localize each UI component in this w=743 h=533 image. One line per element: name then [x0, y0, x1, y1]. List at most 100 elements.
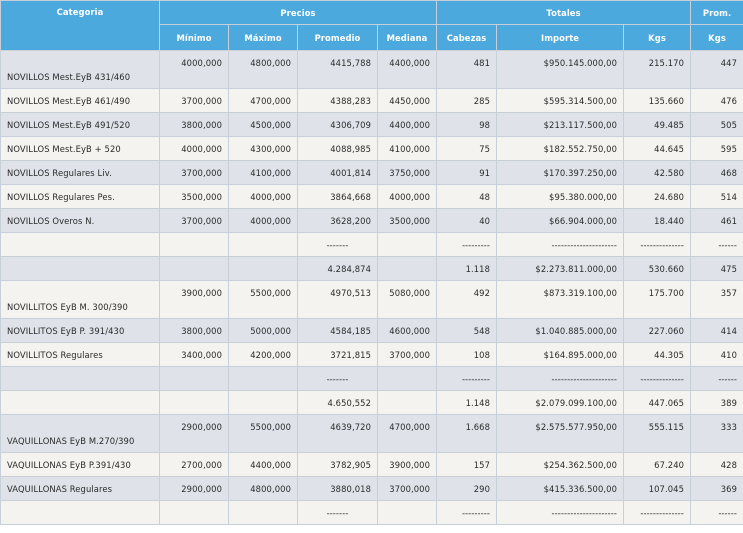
- cell-importe: ---------------------: [496, 366, 625, 391]
- cell-mediana: [376, 232, 438, 257]
- cell-importe: $595.314.500,00: [496, 88, 625, 113]
- cell-minimo: [159, 390, 229, 415]
- cell-promedio: -------: [297, 366, 378, 391]
- cell-kgs: 24.680: [623, 184, 692, 209]
- cell-mediana: 3700,000: [376, 476, 438, 501]
- cell-minimo: 3800,000: [159, 318, 229, 343]
- cell-cabezas: 157: [436, 452, 498, 477]
- cell-importe: $164.895.000,00: [496, 342, 625, 367]
- cell-kgs: 227.060: [623, 318, 692, 343]
- cell-kgs: 175.700: [623, 280, 692, 319]
- cell-categoria: NOVILLOS Regulares Pes.: [0, 184, 160, 209]
- cell-prom-kgs: 468: [690, 160, 743, 185]
- cell-promedio: 3782,905: [297, 452, 378, 477]
- table-row: 4.650,552 1.148 $2.079.099.100,00 447.065 38…: [0, 390, 743, 415]
- table-row: ------- --------- --------------------- ---…: [0, 366, 743, 391]
- cell-minimo: 2900,000: [159, 414, 229, 453]
- cell-cabezas: 481: [436, 50, 498, 89]
- header-cabezas: Cabezas: [436, 24, 498, 51]
- cell-cabezas: 1.668: [436, 414, 498, 453]
- table-row: NOVILLOS Regulares Liv. 3700,000 4100,000 4…: [0, 160, 743, 185]
- cell-minimo: 3700,000: [159, 208, 229, 233]
- cell-prom-kgs: 514: [690, 184, 743, 209]
- cell-mediana: 5080,000: [376, 280, 438, 319]
- cell-maximo: 5500,000: [228, 414, 298, 453]
- cell-mediana: 4400,000: [376, 50, 438, 89]
- header-maximo: Máximo: [228, 24, 298, 51]
- cell-mediana: 3900,000: [376, 452, 438, 477]
- cell-cabezas: 1.118: [436, 256, 498, 281]
- cell-importe: $213.117.500,00: [496, 112, 625, 137]
- cell-promedio: 3628,200: [297, 208, 378, 233]
- cell-cabezas: 290: [436, 476, 498, 501]
- cell-categoria: [0, 390, 160, 415]
- cell-maximo: 4800,000: [228, 476, 298, 501]
- cell-prom-kgs: 476: [690, 88, 743, 113]
- cell-mediana: 4100,000: [376, 136, 438, 161]
- cell-maximo: [228, 390, 298, 415]
- cell-minimo: 3400,000: [159, 342, 229, 367]
- table-row: NOVILLITOS EyB P. 391/430 3800,000 5000,00…: [0, 318, 743, 343]
- header-kgs: Kgs: [623, 24, 692, 51]
- table-row: NOVILLOS Overos N. 3700,000 4000,000 3628,2…: [0, 208, 743, 233]
- cell-promedio: 4.650,552: [297, 390, 378, 415]
- cell-mediana: 4000,000: [376, 184, 438, 209]
- cell-minimo: 2700,000: [159, 452, 229, 477]
- cell-minimo: 3900,000: [159, 280, 229, 319]
- cell-minimo: 3700,000: [159, 88, 229, 113]
- cell-promedio: 4388,283: [297, 88, 378, 113]
- cell-categoria: NOVILLOS Regulares Liv.: [0, 160, 160, 185]
- cell-mediana: [376, 366, 438, 391]
- cell-minimo: [159, 256, 229, 281]
- cell-maximo: 5500,000: [228, 280, 298, 319]
- cell-minimo: 3500,000: [159, 184, 229, 209]
- cell-maximo: [228, 500, 298, 525]
- cell-maximo: 4000,000: [228, 184, 298, 209]
- cell-importe: $1.040.885.000,00: [496, 318, 625, 343]
- cell-importe: $873.319.100,00: [496, 280, 625, 319]
- cell-promedio: 3864,668: [297, 184, 378, 209]
- table-row: NOVILLOS Mest.EyB 431/460 4000,000 4800,00…: [0, 50, 743, 89]
- cell-prom-kgs: ------: [690, 366, 743, 391]
- cell-importe: $182.552.750,00: [496, 136, 625, 161]
- cell-promedio: -------: [297, 500, 378, 525]
- header-minimo: Mínimo: [159, 24, 229, 51]
- cell-minimo: 4000,000: [159, 50, 229, 89]
- cell-mediana: 4400,000: [376, 112, 438, 137]
- table-row: VAQUILLONAS Regulares 2900,000 4800,000 388…: [0, 476, 743, 501]
- cell-maximo: 4200,000: [228, 342, 298, 367]
- table-row: 4.284,874 1.118 $2.273.811.000,00 530.660 47…: [0, 256, 743, 281]
- cell-mediana: 4600,000: [376, 318, 438, 343]
- cell-importe: ---------------------: [496, 232, 625, 257]
- cell-categoria: [0, 366, 160, 391]
- cell-minimo: [159, 232, 229, 257]
- cell-minimo: [159, 500, 229, 525]
- cell-maximo: 4000,000: [228, 208, 298, 233]
- table-row: NOVILLITOS Regulares 3400,000 4200,000 3721…: [0, 342, 743, 367]
- cell-prom-kgs: ------: [690, 232, 743, 257]
- cell-mediana: [376, 390, 438, 415]
- cell-mediana: 4700,000: [376, 414, 438, 453]
- cell-maximo: 4700,000: [228, 88, 298, 113]
- cell-mediana: 3500,000: [376, 208, 438, 233]
- header-totales: Totales: [436, 0, 692, 25]
- table-row: ------- --------- --------------------- ---…: [0, 500, 743, 525]
- cell-maximo: [228, 256, 298, 281]
- cell-minimo: 2900,000: [159, 476, 229, 501]
- table-row: VAQUILLONAS EyB M.270/390 2900,000 5500,00…: [0, 414, 743, 453]
- cell-promedio: 4.284,874: [297, 256, 378, 281]
- table-row: NOVILLOS Mest.EyB 461/490 3700,000 4700,00…: [0, 88, 743, 113]
- cell-prom-kgs: 428: [690, 452, 743, 477]
- cell-importe: $95.380.000,00: [496, 184, 625, 209]
- cell-cabezas: 75: [436, 136, 498, 161]
- cell-categoria: VAQUILLONAS EyB P.391/430: [0, 452, 160, 477]
- cell-prom-kgs: 595: [690, 136, 743, 161]
- header-precios: Precios: [158, 0, 438, 25]
- cell-categoria: [0, 500, 160, 525]
- table-row: ------- --------- --------------------- ---…: [0, 232, 743, 257]
- cell-categoria: NOVILLOS Mest.EyB 431/460: [0, 50, 160, 89]
- cell-prom-kgs: 505: [690, 112, 743, 137]
- cell-categoria: [0, 256, 160, 281]
- cell-prom-kgs: 389: [690, 390, 743, 415]
